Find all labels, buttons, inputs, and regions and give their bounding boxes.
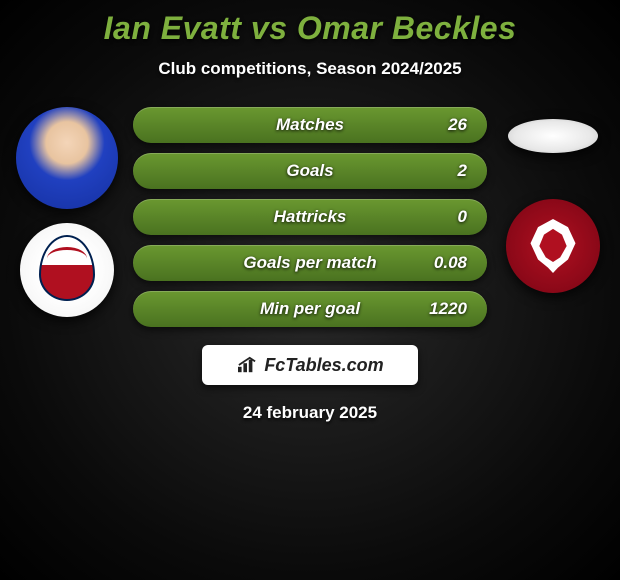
date-label: 24 february 2025 [0,403,620,423]
right-player-photo [508,119,598,153]
stat-label: Matches [276,115,344,135]
right-player-column [499,107,607,293]
chart-icon [236,356,258,374]
stats-column: Matches 26 Goals 2 Hattricks 0 Goals per… [133,107,487,327]
left-player-column [13,107,121,317]
stat-value-right: 0 [458,207,467,227]
stat-row: Min per goal 1220 [133,291,487,327]
stat-value-right: 1220 [429,299,467,319]
stat-row: Goals 2 [133,153,487,189]
comparison-area: Matches 26 Goals 2 Hattricks 0 Goals per… [0,107,620,327]
stat-row: Matches 26 [133,107,487,143]
right-club-badge [506,199,600,293]
page-subtitle: Club competitions, Season 2024/2025 [0,59,620,79]
stat-label: Goals per match [243,253,376,273]
stat-value-right: 2 [458,161,467,181]
brand-box: FcTables.com [202,345,418,385]
brand-label: FcTables.com [264,355,383,376]
left-player-photo [16,107,118,209]
left-club-badge [20,223,114,317]
stat-row: Hattricks 0 [133,199,487,235]
stat-label: Min per goal [260,299,360,319]
stat-label: Hattricks [274,207,347,227]
stat-value-right: 0.08 [434,253,467,273]
stat-value-right: 26 [448,115,467,135]
stat-label: Goals [286,161,333,181]
page-title: Ian Evatt vs Omar Beckles [0,10,620,47]
stat-row: Goals per match 0.08 [133,245,487,281]
